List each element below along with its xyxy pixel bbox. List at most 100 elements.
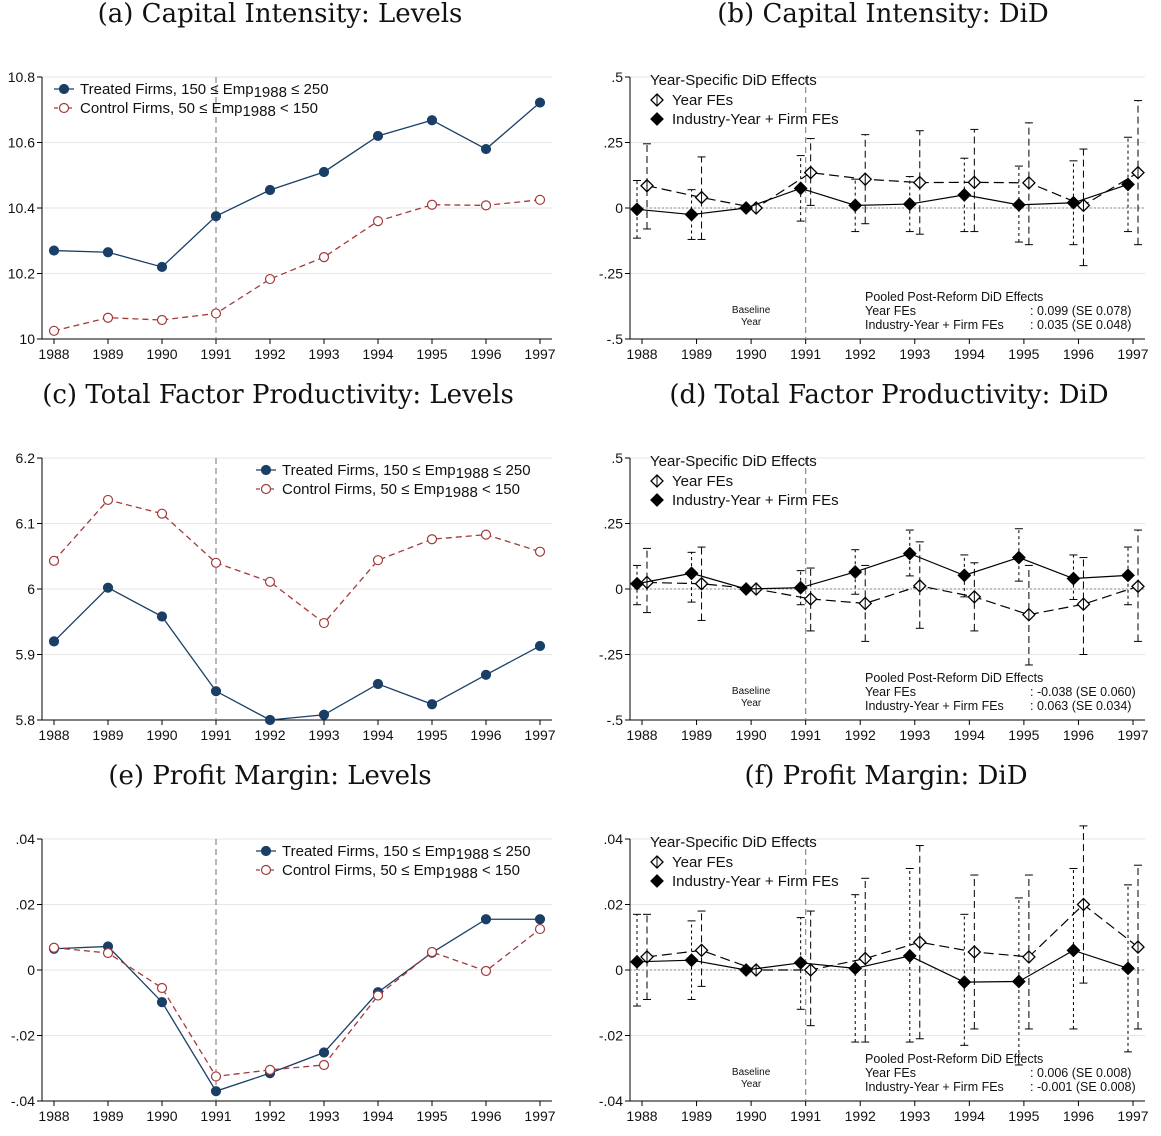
legend-label-lead: Treated Firms, 150 ≤ Emp [282, 843, 456, 860]
baseline-label: Year [741, 317, 762, 328]
y-tick-label: 6 [27, 581, 35, 597]
data-point-industry-firm-fe [793, 580, 808, 595]
data-point-industry-firm-fe-shape [1066, 571, 1081, 586]
x-tick-label: 1997 [1117, 727, 1148, 743]
data-point-industry-firm-fe-shape [793, 181, 808, 196]
x-tick-label: 1994 [954, 727, 985, 743]
data-point-year-fe [1131, 579, 1145, 594]
data-point-control [156, 508, 168, 519]
legend-label: Control Firms, 50 ≤ Emp1988 < 150 [80, 100, 318, 120]
panel-f: (f) Profit Margin: DiD -.04 -.02 0 .02 .04 198… [599, 761, 1149, 1124]
data-point-year-fe [803, 963, 818, 977]
data-point-treated [372, 130, 384, 142]
data-point-treated [102, 247, 114, 258]
data-point-treated [480, 143, 492, 155]
data-point-industry-firm-fe [848, 565, 863, 579]
data-point-industry-firm-fe-shape [1066, 943, 1081, 958]
legend-marker [650, 874, 664, 888]
legend-label-tail: ≤ 250 [489, 462, 531, 479]
data-point-treated [534, 914, 546, 925]
data-point-industry-firm-fe-shape [739, 963, 754, 977]
x-tick-label: 1988 [626, 1108, 657, 1124]
y-tick-label: -.25 [599, 647, 623, 663]
pooled-row-value: : -0.001 (SE 0.008) [1030, 1080, 1136, 1094]
data-point-industry-firm-fe-shape [793, 580, 808, 595]
data-point-treated [318, 1047, 330, 1058]
data-point-industry-firm-fe [957, 187, 972, 202]
x-tick-label: 1995 [416, 1108, 447, 1124]
data-point-industry-firm-fe [1066, 943, 1081, 958]
legend-item: Control Firms, 50 ≤ Emp1988 < 150 [54, 100, 318, 120]
legend-label-sub: 1988 [456, 846, 489, 863]
legend-label-lead: Control Firms, 50 ≤ Emp [282, 862, 444, 879]
data-point-control [156, 314, 168, 326]
y-tick-label: 0 [27, 962, 35, 978]
panel-title: (b) Capital Intensity: DiD [717, 0, 1049, 29]
pooled-row-label: Year FEs [865, 304, 916, 318]
legend-label: Year FEs [672, 92, 733, 109]
y-tick-label: 0 [615, 962, 623, 978]
legend-label: Treated Firms, 150 ≤ Emp1988 ≤ 250 [282, 462, 531, 482]
pooled-title: Pooled Post-Reform DiD Effects [865, 290, 1043, 304]
data-point-control [426, 199, 438, 210]
data-point-control [210, 1071, 222, 1082]
data-point-control [264, 273, 276, 285]
data-point-control [264, 1064, 276, 1075]
x-tick-label: 1991 [200, 727, 231, 743]
data-point-control [48, 555, 60, 566]
data-point-treated [480, 669, 492, 680]
y-tick-label: 0 [615, 200, 623, 216]
x-tick-label: 1992 [845, 1108, 876, 1124]
x-tick-label: 1994 [362, 346, 393, 362]
data-point-industry-firm-fe-shape [848, 565, 863, 579]
y-tick-label: .04 [604, 831, 624, 847]
pooled-row-label: Year FEs [865, 685, 916, 699]
data-point-year-fe [1131, 165, 1145, 180]
data-point-industry-firm-fe-shape [630, 954, 644, 969]
data-point-industry-firm-fe-shape [957, 975, 972, 990]
data-point-year-fe [694, 576, 709, 591]
x-tick-label: 1996 [1063, 1108, 1094, 1124]
data-point-control [426, 534, 438, 545]
legend-marker [260, 483, 272, 495]
y-tick-label: -.5 [607, 331, 624, 347]
data-point-industry-firm-fe-shape [957, 187, 972, 202]
baseline-label: Baseline [732, 305, 771, 316]
data-point-industry-firm-fe-shape [739, 582, 754, 596]
legend-label-sub: 1988 [444, 484, 477, 501]
x-tick-label: 1990 [736, 727, 767, 743]
y-tick-label: -.02 [599, 1028, 623, 1044]
x-tick-label: 1990 [146, 1108, 177, 1124]
legend-item: Treated Firms, 150 ≤ Emp1988 ≤ 250 [256, 843, 531, 863]
data-point-control [210, 557, 222, 568]
data-point-industry-firm-fe-shape [739, 201, 754, 215]
data-point-industry-firm-fe [630, 954, 644, 969]
data-point-industry-firm-fe-shape [1121, 568, 1135, 583]
x-tick-label: 1992 [254, 1108, 285, 1124]
legend-title: Year-Specific DiD Effects [650, 72, 817, 89]
legend-label-tail: < 150 [478, 481, 520, 498]
pooled-row-label: Industry-Year + Firm FEs [865, 1080, 1004, 1094]
data-point-industry-firm-fe [1121, 961, 1135, 976]
legend-label-tail: ≤ 250 [489, 843, 531, 860]
x-tick-label: 1990 [146, 346, 177, 362]
data-point-treated [210, 211, 222, 222]
legend-label: Control Firms, 50 ≤ Emp1988 < 150 [282, 862, 520, 882]
data-point-treated [48, 636, 60, 647]
data-point-year-fe [858, 951, 873, 966]
y-tick-label: .5 [611, 69, 623, 85]
data-point-control [318, 252, 330, 263]
data-point-treated [210, 1086, 222, 1097]
data-point-treated [426, 115, 438, 126]
data-point-control [318, 1059, 330, 1071]
data-point-control [156, 982, 168, 994]
data-point-year-fe [694, 943, 709, 958]
x-tick-label: 1993 [308, 1108, 339, 1124]
data-point-industry-firm-fe-shape [848, 961, 863, 976]
x-tick-label: 1992 [845, 727, 876, 743]
legend-marker [650, 93, 664, 107]
legend-item: Treated Firms, 150 ≤ Emp1988 ≤ 250 [54, 81, 329, 101]
y-tick-label: 5.9 [16, 647, 36, 663]
legend-label-lead: Control Firms, 50 ≤ Emp [282, 481, 444, 498]
legend-title: Year-Specific DiD Effects [650, 834, 817, 851]
